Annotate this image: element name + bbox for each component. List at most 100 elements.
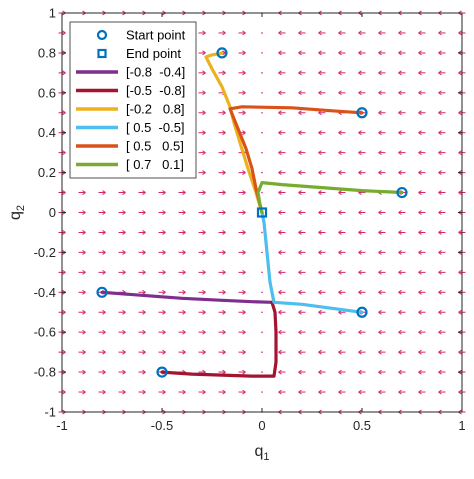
- field-arrow: [278, 70, 286, 76]
- field-arrow: [298, 170, 306, 176]
- field-arrow: [318, 329, 326, 335]
- field-arrow: [238, 110, 246, 116]
- field-arrow: [338, 210, 346, 215]
- series-line: [204, 51, 264, 215]
- field-arrow: [218, 309, 226, 315]
- field-arrow: [318, 349, 326, 355]
- field-arrow: [98, 210, 106, 215]
- field-arrow: [358, 389, 366, 395]
- field-arrow: [318, 150, 326, 156]
- field-arrow: [338, 170, 346, 176]
- field-arrow: [98, 190, 106, 195]
- field-arrow: [218, 269, 226, 275]
- field-arrow: [178, 190, 186, 195]
- field-arrow: [158, 349, 166, 355]
- field-arrow: [261, 131, 263, 134]
- field-arrow: [438, 369, 446, 375]
- legend-series-label: [ 0.5 0.5]: [126, 139, 184, 154]
- field-arrow: [438, 230, 446, 235]
- field-arrow: [318, 190, 326, 195]
- field-arrow: [118, 349, 126, 355]
- field-arrow: [198, 210, 206, 215]
- field-arrow: [298, 50, 306, 56]
- field-arrow: [398, 389, 406, 395]
- field-arrow: [398, 249, 406, 255]
- field-arrow: [358, 289, 366, 295]
- field-arrow: [418, 269, 426, 275]
- field-arrow: [378, 110, 386, 116]
- field-arrow: [358, 349, 366, 355]
- field-arrow: [218, 329, 226, 335]
- field-arrow: [198, 30, 206, 36]
- field-arrow: [278, 110, 286, 116]
- field-arrow: [438, 70, 446, 76]
- field-arrow: [138, 249, 146, 255]
- field-arrow: [261, 92, 263, 94]
- field-arrow: [78, 210, 86, 215]
- field-arrow: [358, 90, 366, 96]
- field-arrow: [398, 329, 406, 335]
- field-arrow: [198, 170, 206, 176]
- field-arrow: [418, 150, 426, 156]
- field-arrow: [298, 110, 306, 116]
- field-arrow: [358, 50, 366, 56]
- field-arrow: [378, 170, 386, 176]
- field-arrow: [218, 170, 226, 176]
- field-arrow: [78, 369, 86, 375]
- start-point-marker: [356, 306, 368, 318]
- field-arrow: [298, 150, 306, 156]
- field-arrow: [198, 70, 206, 76]
- field-arrow: [138, 309, 146, 315]
- axis-ticks: -1 -0.5 0 0.5 1 -1 -0.8 -0.6 -0.4 -0.2 0 0.2 0.4 0.6 0…: [34, 6, 466, 434]
- field-arrow: [118, 329, 126, 335]
- field-arrow: [218, 210, 226, 215]
- field-arrow: [418, 130, 426, 136]
- field-arrow: [438, 309, 446, 315]
- y-tick-label: 0.8: [38, 45, 56, 60]
- field-arrow: [398, 230, 406, 235]
- field-arrow: [158, 289, 166, 295]
- field-arrow: [138, 210, 146, 215]
- field-arrow: [118, 269, 126, 275]
- field-arrow: [118, 249, 126, 255]
- field-arrow: [438, 289, 446, 295]
- field-arrow: [118, 309, 126, 315]
- field-arrow: [418, 190, 426, 195]
- field-arrow: [78, 389, 86, 395]
- field-arrow: [338, 369, 346, 375]
- legend-series-label: [ 0.7 0.1]: [126, 157, 184, 172]
- field-arrow: [298, 90, 306, 96]
- field-arrow: [278, 50, 286, 56]
- field-arrow: [238, 329, 246, 335]
- field-arrow: [298, 230, 306, 235]
- field-arrow: [278, 30, 286, 36]
- trajectory-markers: [96, 47, 408, 378]
- field-arrow: [78, 289, 86, 295]
- field-arrow: [338, 50, 346, 56]
- series-line: [256, 181, 404, 215]
- field-arrow: [278, 369, 286, 375]
- field-arrow: [318, 90, 326, 96]
- field-arrow: [278, 150, 286, 156]
- field-arrow: [338, 249, 346, 255]
- y-tick-label: -0.4: [34, 285, 56, 300]
- field-arrow: [358, 70, 366, 76]
- field-arrow: [238, 269, 246, 275]
- field-arrow: [78, 230, 86, 235]
- start-point-marker: [156, 366, 168, 378]
- field-arrow: [338, 289, 346, 295]
- field-arrow: [198, 309, 206, 315]
- field-arrow: [98, 269, 106, 275]
- field-arrow: [261, 251, 263, 254]
- field-arrow: [261, 151, 263, 154]
- field-arrow: [338, 70, 346, 76]
- field-arrow: [278, 269, 286, 275]
- legend-end-marker: [97, 48, 107, 59]
- field-arrow: [178, 329, 186, 335]
- end-point-marker: [256, 207, 268, 218]
- x-axis-label: q1: [254, 443, 269, 463]
- x-tick-label: -0.5: [151, 418, 173, 433]
- field-arrow: [438, 110, 446, 116]
- field-arrow: [98, 349, 106, 355]
- field-arrow: [298, 70, 306, 76]
